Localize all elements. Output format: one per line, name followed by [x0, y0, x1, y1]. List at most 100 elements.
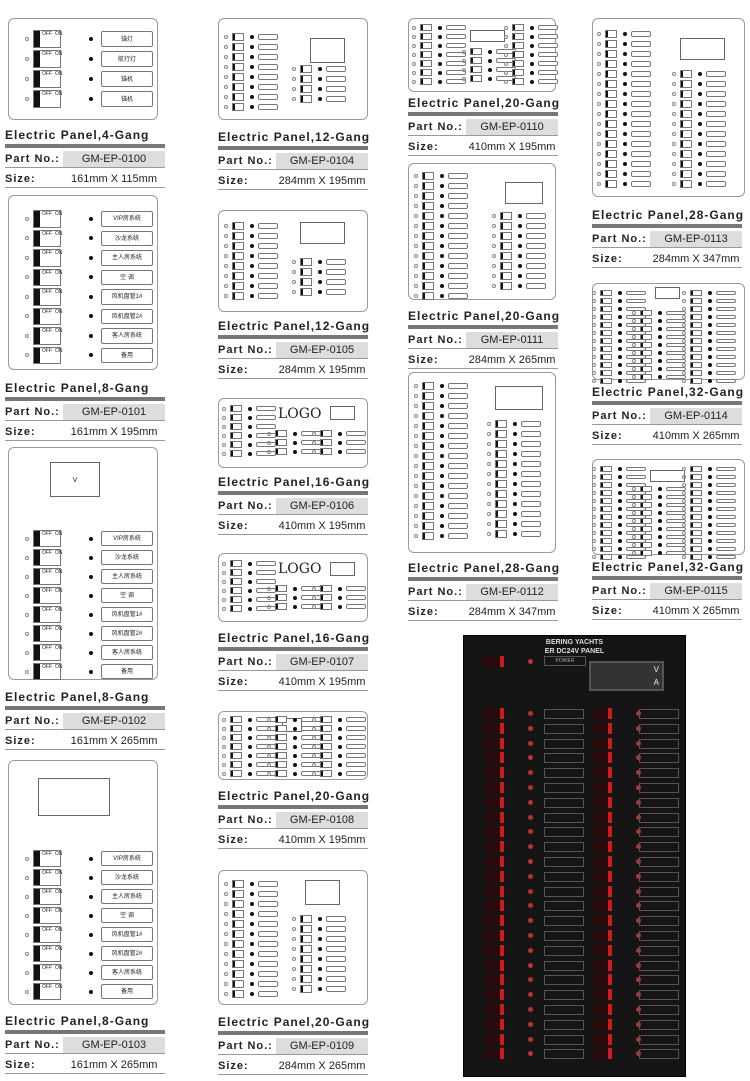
circuit-label-plate	[639, 871, 679, 882]
indicator-led	[440, 174, 444, 178]
screw-hole	[222, 588, 226, 593]
indicator-led	[250, 952, 254, 956]
product-size: 284mm X 347mm	[652, 253, 740, 265]
breaker-switch	[230, 560, 242, 567]
circuit-label	[626, 467, 646, 471]
screw-hole	[632, 319, 636, 323]
indicator-led	[708, 299, 712, 303]
screw-hole	[492, 224, 496, 228]
breaker-switch	[690, 522, 702, 528]
indicator-led	[708, 355, 712, 359]
circuit-label	[666, 519, 686, 523]
indicator-led	[513, 492, 517, 496]
screw-hole	[222, 744, 226, 749]
indicator-led	[513, 532, 517, 536]
circuit-label: 客人房系统	[101, 645, 153, 660]
indicator-led	[636, 711, 641, 716]
size-label: Size:	[218, 834, 249, 846]
product-size: 410mm X 195mm	[278, 676, 366, 688]
breaker-switch	[232, 242, 244, 250]
screw-hole	[25, 255, 29, 260]
breaker-switch	[680, 120, 692, 128]
indicator-led	[338, 771, 342, 776]
screw-hole	[682, 331, 686, 335]
screw-hole	[414, 184, 418, 188]
screw-hole	[487, 462, 491, 466]
screw-hole	[682, 515, 686, 519]
indicator-led	[698, 72, 702, 76]
circuit-label	[706, 151, 726, 157]
circuit-label	[446, 70, 466, 75]
breaker-switch	[512, 60, 524, 67]
breaker-switch	[605, 60, 617, 68]
breaker-switch	[232, 33, 244, 41]
circuit-label	[526, 283, 546, 289]
indicator-led	[528, 888, 533, 894]
breaker-switch	[300, 935, 312, 943]
breaker-switch	[422, 452, 434, 460]
screw-hole	[487, 512, 491, 516]
breaker-switch	[232, 222, 244, 230]
on-text: ON	[55, 308, 63, 315]
indicator-led	[698, 182, 702, 186]
breaker-switch: OFF ON	[33, 307, 63, 325]
breaker-switch	[605, 160, 617, 168]
circuit-label-plate	[544, 931, 584, 941]
breaker-switch: OFF ON	[33, 644, 63, 661]
indicator-led	[636, 1051, 641, 1057]
screw-hole	[682, 467, 686, 471]
circuit-label-plate	[639, 797, 679, 808]
meter-display	[330, 562, 355, 576]
circuit-label	[666, 495, 686, 499]
circuit-label: 航行灯	[101, 51, 153, 67]
screw-hole	[414, 444, 418, 448]
divider	[408, 577, 558, 581]
breaker-switch	[230, 725, 242, 732]
breaker-switch	[690, 498, 702, 504]
product-title: Electric Panel,20-Gang	[218, 789, 371, 803]
indicator-led	[438, 25, 442, 30]
breaker-switch	[605, 140, 617, 148]
indicator-led	[89, 333, 93, 338]
panel-subtitle: ER DC24V PANEL	[544, 648, 605, 655]
indicator-led	[440, 234, 444, 238]
circuit-label	[446, 79, 466, 84]
indicator-led	[250, 95, 254, 99]
indicator-led	[513, 502, 517, 506]
circuit-label	[716, 331, 736, 335]
power-switch	[484, 656, 504, 667]
indicator-led	[318, 987, 322, 991]
indicator-led	[528, 844, 533, 850]
circuit-label-plate	[544, 738, 584, 749]
breaker-switch	[320, 725, 332, 732]
breaker-switch	[422, 232, 434, 240]
screw-hole	[592, 291, 596, 295]
screw-hole	[222, 406, 226, 411]
on-text: ON	[55, 965, 63, 971]
indicator-led	[293, 735, 297, 740]
part-no-label: Part No.:	[5, 406, 60, 418]
off-text: OFF	[42, 91, 52, 97]
screw-hole	[312, 595, 316, 600]
breaker-switch	[275, 743, 287, 750]
circuit-label	[538, 43, 558, 48]
circuit-label	[258, 74, 278, 80]
breaker-switch: OFF ON	[33, 888, 63, 905]
off-text: OFF	[42, 211, 52, 217]
screw-hole	[25, 236, 29, 241]
circuit-label	[258, 253, 278, 259]
product-title: Electric Panel,20-Gang	[218, 1015, 371, 1029]
circuit-label	[626, 299, 646, 303]
indicator-led	[440, 444, 444, 448]
rocker-switch	[592, 767, 612, 779]
circuit-label	[706, 171, 726, 177]
indicator-led	[528, 1051, 533, 1057]
indicator-led	[658, 487, 662, 491]
indicator-led	[708, 555, 712, 559]
meter-display	[680, 38, 725, 60]
circuit-label	[626, 507, 646, 511]
breaker-switch: OFF ON	[33, 210, 63, 228]
breaker-switch	[600, 370, 612, 376]
breaker-switch	[600, 338, 612, 344]
circuit-label	[538, 34, 558, 39]
